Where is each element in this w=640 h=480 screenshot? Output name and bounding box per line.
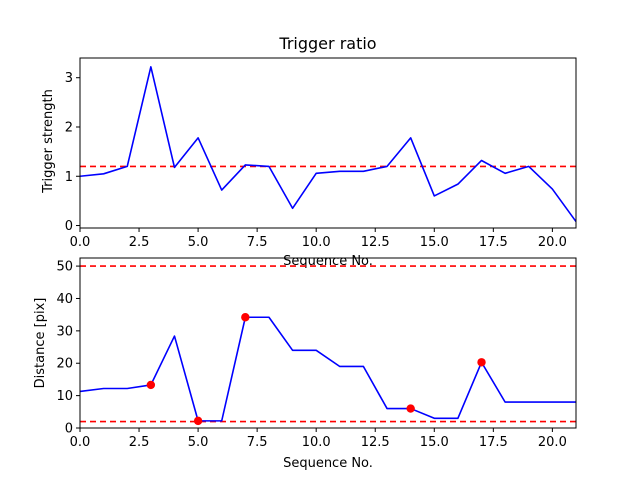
chart-2-y-tick-label-6: 50 [56,260,73,275]
chart-1-x-axis-title: Sequence No. [283,254,373,269]
chart-1-x-tick-label-1: 0.0 [70,235,91,250]
chart-1-y-tick-label-3: 2 [65,120,73,135]
chart-1-axes-frame [79,57,577,229]
chart-2-marker-point-1 [146,380,156,390]
chart-2-x-tick-label-7: 15.0 [420,435,449,450]
chart-2-marker-point-4 [406,404,415,413]
chart-2-x-tick-label-2: 2.5 [129,435,150,450]
chart-1-x-tick-label-7: 15.0 [420,235,449,250]
chart-1-y-axis-title: Trigger strength [41,89,56,194]
chart-1-x-tick-label-4: 7.5 [247,235,268,250]
chart-1-x-tick-label-6: 12.5 [361,235,390,250]
chart-2-marker-point-2 [193,416,203,426]
chart-2-series-line-1 [80,316,576,422]
chart-1-x-tick-label-3: 5.0 [188,235,209,250]
chart-1-y-tick-label-4: 3 [65,71,73,86]
chart-2-x-tick-label-4: 7.5 [247,435,268,450]
chart-1-x-tick-label-5: 10.0 [302,235,331,250]
chart-1-y-tick-label-2: 1 [65,170,73,185]
chart-2-y-tick-label-4: 30 [56,324,73,339]
chart-2-x-tick-label-3: 5.0 [188,435,209,450]
chart-1-x-tick-label-2: 2.5 [129,235,150,250]
chart-2-plot-area: 0.0 2.5 5.0 7.5 10.0 12.5 15.0 17.5 20.0 0 10 20 30 4… [56,257,577,450]
chart-2-x-tick-label-9: 20.0 [538,435,567,450]
chart-1-x-tick-label-8: 17.5 [479,235,508,250]
chart-2-marker-point-3 [241,313,250,322]
chart-2-marker-point-5 [477,358,486,367]
chart-2-x-tick-label-1: 0.0 [70,435,91,450]
chart-1-y-tick-label-1: 0 [65,219,73,234]
chart-2-x-tick-label-6: 12.5 [361,435,390,450]
chart-2-y-tick-label-5: 40 [56,292,73,307]
chart-2-axes-frame [79,257,577,429]
chart-2-x-axis-title: Sequence No. [283,456,373,471]
chart-2-y-tick-label-2: 10 [56,389,73,404]
chart-2-y-tick-label-3: 20 [56,357,73,372]
chart-1-x-tick-label-9: 20.0 [538,235,567,250]
chart-1-plot-area: 0.0 2.5 5.0 7.5 10.0 12.5 15.0 17.5 20.0 0 1 2 3 [65,57,577,250]
chart-2-x-tick-label-5: 10.0 [302,435,331,450]
chart-1-series-line-1 [80,66,576,223]
chart-2-y-axis-title: Distance [pix] [33,298,48,389]
chart-2-y-tick-label-1: 0 [65,422,73,437]
chart-1-title: Trigger ratio [278,34,376,53]
chart-2-x-tick-label-8: 17.5 [479,435,508,450]
